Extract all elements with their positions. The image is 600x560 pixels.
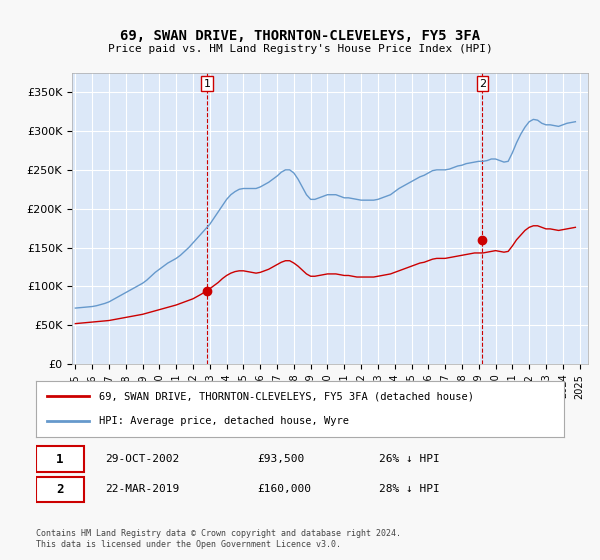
Text: 2: 2 bbox=[479, 78, 486, 88]
Text: 29-OCT-2002: 29-OCT-2002 bbox=[104, 454, 179, 464]
FancyBboxPatch shape bbox=[36, 477, 83, 502]
Text: 28% ↓ HPI: 28% ↓ HPI bbox=[379, 484, 440, 494]
Text: 69, SWAN DRIVE, THORNTON-CLEVELEYS, FY5 3FA: 69, SWAN DRIVE, THORNTON-CLEVELEYS, FY5 … bbox=[120, 29, 480, 44]
Text: 22-MAR-2019: 22-MAR-2019 bbox=[104, 484, 179, 494]
FancyBboxPatch shape bbox=[36, 446, 83, 472]
Text: £160,000: £160,000 bbox=[258, 484, 312, 494]
Text: 1: 1 bbox=[203, 78, 211, 88]
Text: £93,500: £93,500 bbox=[258, 454, 305, 464]
Text: 1: 1 bbox=[56, 452, 64, 466]
Text: Contains HM Land Registry data © Crown copyright and database right 2024.
This d: Contains HM Land Registry data © Crown c… bbox=[36, 529, 401, 549]
Text: Price paid vs. HM Land Registry's House Price Index (HPI): Price paid vs. HM Land Registry's House … bbox=[107, 44, 493, 54]
Text: 69, SWAN DRIVE, THORNTON-CLEVELEYS, FY5 3FA (detached house): 69, SWAN DRIVE, THORNTON-CLEVELEYS, FY5 … bbox=[100, 391, 475, 402]
Text: 26% ↓ HPI: 26% ↓ HPI bbox=[379, 454, 440, 464]
Text: HPI: Average price, detached house, Wyre: HPI: Average price, detached house, Wyre bbox=[100, 416, 349, 426]
Text: 2: 2 bbox=[56, 483, 64, 496]
